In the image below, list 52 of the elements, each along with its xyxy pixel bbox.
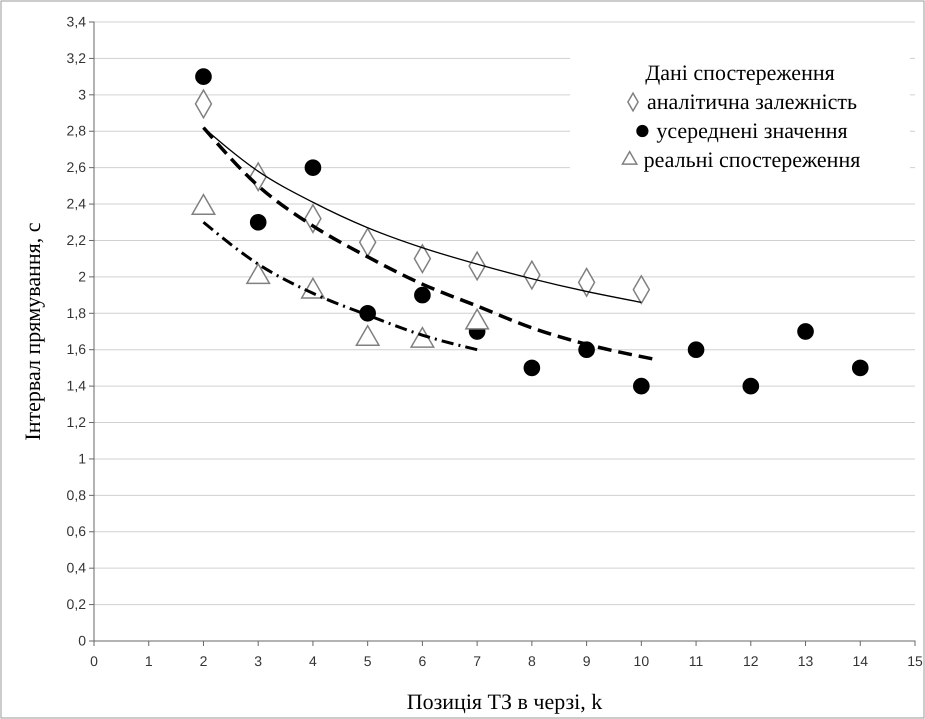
x-tick-label: 3 — [254, 652, 262, 669]
y-tick-label: 2 — [78, 268, 86, 284]
x-tick-label: 2 — [200, 652, 208, 669]
line-series — [202, 220, 479, 352]
y-tick-label: 2,6 — [66, 159, 86, 176]
x-tick-label: 15 — [907, 652, 923, 669]
point — [524, 360, 540, 376]
point — [359, 304, 376, 322]
x-tick-label: 5 — [364, 652, 372, 669]
x-tick-label: 14 — [852, 652, 868, 669]
point — [633, 378, 650, 394]
legend-title: Дані спостереження — [645, 60, 835, 85]
x-tick-label: 0 — [90, 652, 98, 669]
y-tick-label: 2,4 — [66, 196, 86, 212]
y-tick-label: 1 — [78, 450, 86, 466]
point — [688, 341, 704, 358]
x-tick-label: 12 — [743, 652, 759, 669]
point — [414, 286, 431, 304]
legend-label: усереднені значення — [656, 118, 848, 143]
legend-label: аналітична залежність — [647, 89, 857, 114]
x-tick-label: 1 — [144, 652, 153, 669]
y-tick-label: 2,8 — [66, 122, 86, 139]
y-tick-label: 2,2 — [66, 232, 86, 248]
y-tick-label: 1,2 — [66, 414, 86, 430]
y-tick-label: 1,8 — [66, 304, 86, 321]
y-axis-title: Інтервал прямування, с — [20, 222, 45, 441]
y-tick-label: 1,4 — [66, 378, 86, 394]
point — [742, 378, 760, 394]
y-tick-label: 3,4 — [66, 13, 86, 30]
x-tick-label: 11 — [688, 652, 704, 669]
x-tick-label: 6 — [418, 652, 426, 669]
point — [304, 159, 322, 176]
point — [195, 68, 212, 85]
y-tick-label: 0,8 — [66, 486, 86, 503]
x-tick-label: 9 — [582, 652, 591, 669]
y-tick-label: 3 — [78, 86, 86, 102]
x-tick-label: 4 — [309, 652, 318, 669]
legend-label: реальні спостереження — [644, 147, 860, 172]
y-tick-label: 0,6 — [66, 523, 86, 540]
point — [797, 323, 814, 340]
y-tick-label: 1,6 — [66, 341, 86, 358]
x-axis-title: Позиція ТЗ в черзі, k — [406, 689, 602, 714]
y-tick-label: 0 — [78, 632, 86, 648]
y-tick-label: 3,2 — [66, 50, 86, 66]
x-tick-label: 13 — [798, 652, 814, 669]
point — [852, 360, 869, 376]
x-tick-label: 8 — [528, 652, 536, 669]
y-tick-label: 0,4 — [66, 560, 86, 576]
x-tick-label: 7 — [473, 652, 482, 669]
point — [250, 214, 267, 231]
y-tick-label: 0,2 — [66, 596, 86, 612]
x-tick-label: 10 — [634, 652, 650, 669]
